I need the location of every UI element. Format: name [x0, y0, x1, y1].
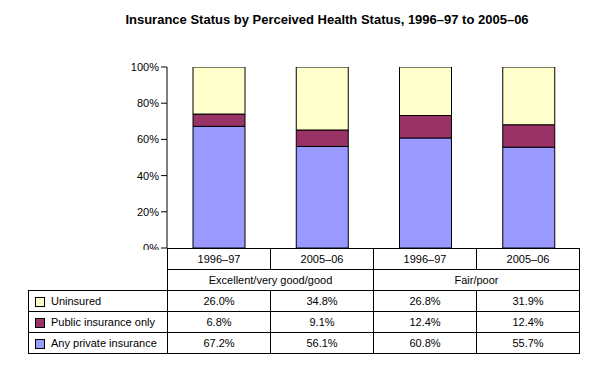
html-text:12.4%: 12.4% — [409, 316, 441, 328]
html-text:2005–06: 2005–06 — [506, 253, 550, 265]
html-text:6.8%: 6.8% — [206, 316, 232, 328]
html-text:1996–97: 1996–97 — [197, 253, 241, 265]
html-text:Uninsured: Uninsured — [51, 295, 102, 308]
html-text:67.2%: 67.2% — [203, 337, 235, 349]
html-text:Fair/poor: Fair/poor — [454, 274, 499, 286]
html-text:1996–97: 1996–97 — [403, 253, 447, 265]
html-text:12.4%: 12.4% — [512, 316, 544, 328]
html-text:34.8%: 34.8% — [306, 295, 338, 307]
html-text:26.0%: 26.0% — [203, 295, 235, 307]
svg-text:80%: 80% — [137, 97, 159, 109]
html-text:Public insurance only: Public insurance only — [51, 316, 155, 329]
html-text:55.7%: 55.7% — [512, 337, 544, 349]
svg-text:40%: 40% — [137, 170, 159, 182]
html-text:60.8%: 60.8% — [409, 337, 441, 349]
html-text:Excellent/very good/good: Excellent/very good/good — [208, 274, 333, 286]
html-text:9.1%: 9.1% — [309, 316, 335, 328]
svg-text:100%: 100% — [131, 61, 159, 73]
svg-text:20%: 20% — [137, 206, 159, 218]
svg-text:60%: 60% — [137, 133, 159, 145]
html-text:Any private insurance: Any private insurance — [51, 337, 157, 350]
html-text:2005–06: 2005–06 — [300, 253, 344, 265]
html-text:31.9%: 31.9% — [512, 295, 544, 307]
html-text:Insurance Status by Perceived: Insurance Status by Perceived Health Sta… — [125, 12, 529, 27]
html-text:56.1%: 56.1% — [306, 337, 338, 349]
html-text:26.8%: 26.8% — [409, 295, 441, 307]
svg-text:0%: 0% — [143, 242, 159, 250]
